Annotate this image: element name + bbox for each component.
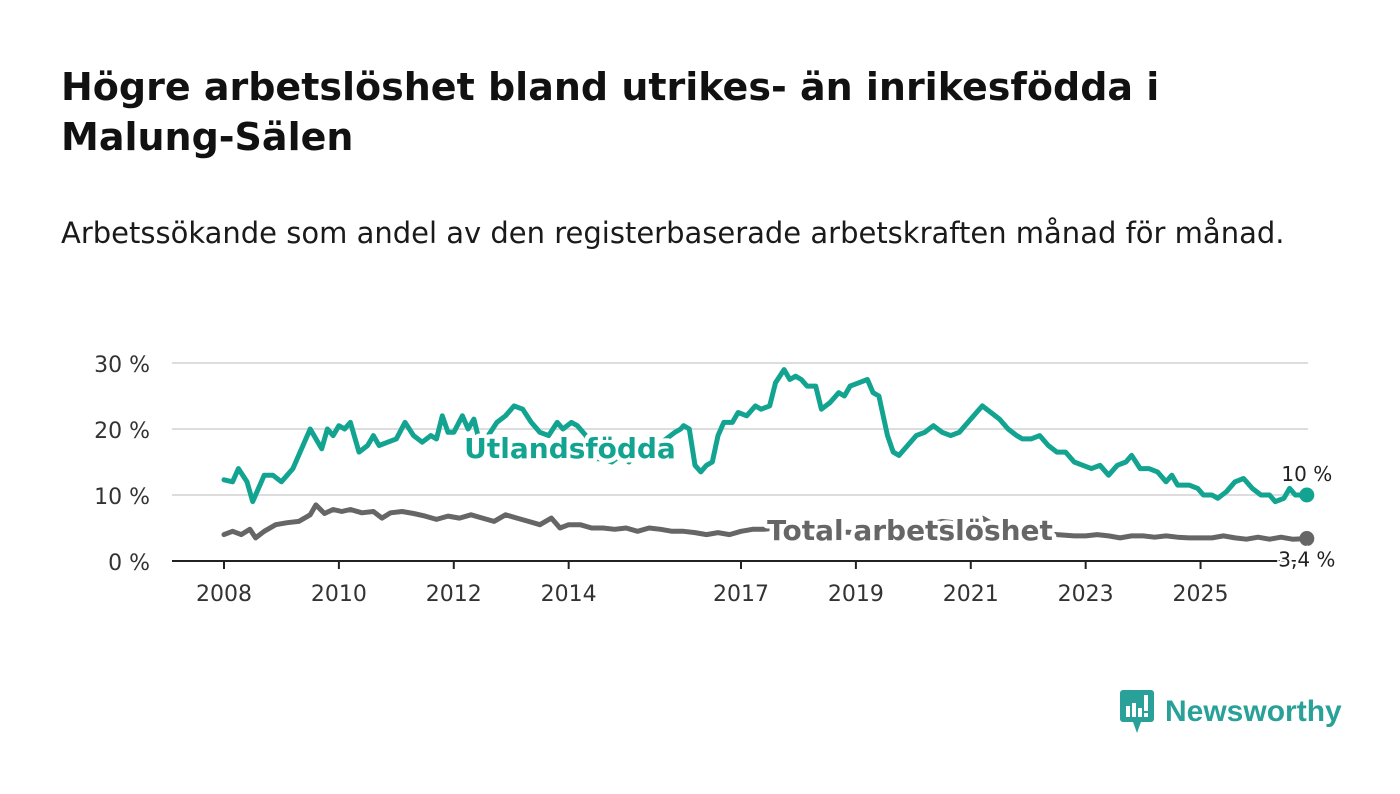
series-line-total — [221, 502, 1310, 542]
chart-subtitle: Arbetssökande som andel av den registerb… — [61, 216, 1285, 250]
end-point-utlandsfodda — [1299, 487, 1315, 503]
series-label-utlandsfodda: Utlandsfödda — [464, 432, 676, 465]
newsworthy-logo: Newsworthy — [1119, 688, 1342, 736]
series-label-total: Total arbetslöshet — [767, 514, 1053, 547]
series-line-utlandsfodda — [221, 367, 1310, 505]
newsworthy-logo-icon — [1120, 690, 1154, 733]
end-value-label: 3,4 % — [1278, 548, 1335, 572]
y-tick-label: 30 % — [94, 353, 150, 378]
x-tick-label: 2023 — [1058, 582, 1114, 607]
x-tick-label: 2025 — [1173, 582, 1229, 607]
y-tick-label: 0 % — [108, 551, 150, 576]
newsworthy-logo-text: Newsworthy — [1165, 695, 1342, 728]
y-tick-label: 10 % — [94, 485, 150, 510]
line-chart: 0 % 10 % 20 % 30 % 2008 2010 2012 2014 2017 2019 2… — [94, 353, 1338, 607]
x-tick-label: 2010 — [311, 582, 367, 607]
x-tick-label: 2017 — [713, 582, 769, 607]
x-tick-label: 2021 — [943, 582, 999, 607]
grid — [172, 362, 1308, 496]
y-tick-label: 20 % — [94, 419, 150, 444]
axes: 0 % 10 % 20 % 30 % 2008 2010 2012 2014 2017 2019 2… — [94, 353, 1308, 607]
series — [221, 367, 1315, 547]
end-point-total — [1299, 531, 1315, 547]
x-tick-label: 2019 — [828, 582, 884, 607]
x-tick-label: 2012 — [426, 582, 482, 607]
labels: Utlandsfödda Total arbetslöshet 10 % 3,4 % — [460, 428, 1338, 575]
x-tick-label: 2014 — [541, 582, 597, 607]
chart-title: Högre arbetslöshet bland utrikes- än inr… — [61, 65, 1160, 159]
x-tick-label: 2008 — [196, 582, 252, 607]
end-value-label: 10 % — [1281, 462, 1332, 486]
